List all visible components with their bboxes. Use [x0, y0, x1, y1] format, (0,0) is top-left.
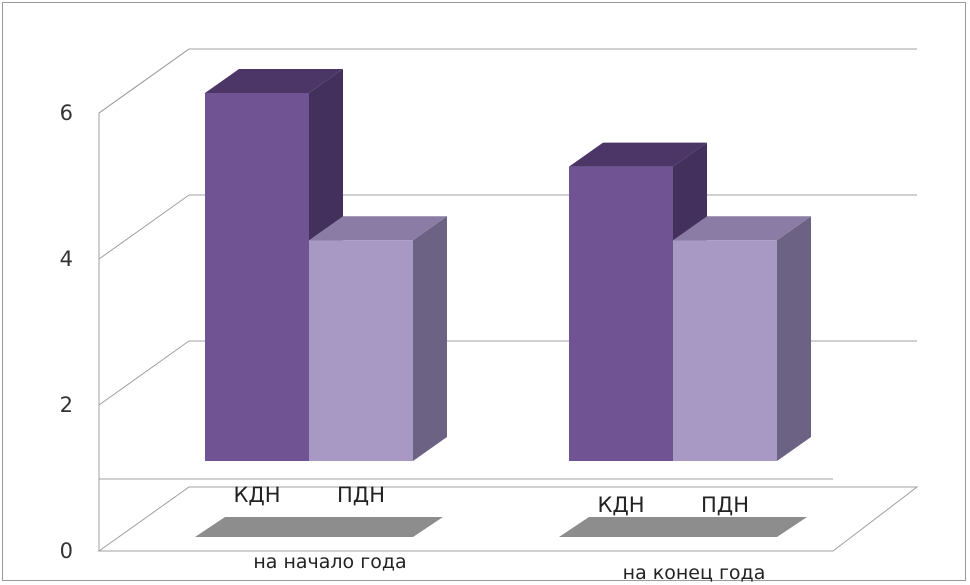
gridline-diagonal: [98, 194, 190, 260]
y-tick-label: 6: [60, 101, 73, 125]
bar-category-label: КДН: [597, 493, 644, 517]
y-tick-label: 4: [60, 247, 73, 271]
bar-front: [205, 93, 309, 461]
y-axis-top-diagonal: [98, 48, 190, 114]
bars-layer: [205, 69, 811, 461]
bar-top: [205, 69, 343, 93]
bar-side: [777, 216, 811, 461]
bar-front: [569, 166, 673, 461]
bar-front: [309, 240, 413, 461]
group-shadow: [559, 517, 807, 537]
bar-category-label: ПДН: [337, 483, 385, 507]
y-tick-label: 2: [60, 393, 73, 417]
bar-side: [413, 216, 447, 461]
chart-svg: 0 2 4 6 КДН ПДН на начало года КДН ПДН на конец г…: [60, 48, 919, 582]
bar-top: [673, 216, 811, 241]
gridline-diagonal: [98, 340, 190, 406]
bar-category-label: ПДН: [701, 493, 749, 517]
bar-front: [673, 240, 777, 461]
floor-plane: [97, 486, 919, 552]
y-tick-label: 0: [60, 539, 73, 563]
bar-top: [309, 216, 447, 241]
group-shadow: [195, 517, 443, 537]
bar-top: [569, 142, 707, 167]
bar-category-label: КДН: [233, 483, 280, 507]
group-label: на начало года: [253, 551, 406, 573]
group-label: на конец года: [623, 562, 766, 582]
floor-layer: [97, 486, 919, 552]
labels-layer: 0 2 4 6 КДН ПДН на начало года КДН ПДН на конец г…: [60, 101, 766, 582]
